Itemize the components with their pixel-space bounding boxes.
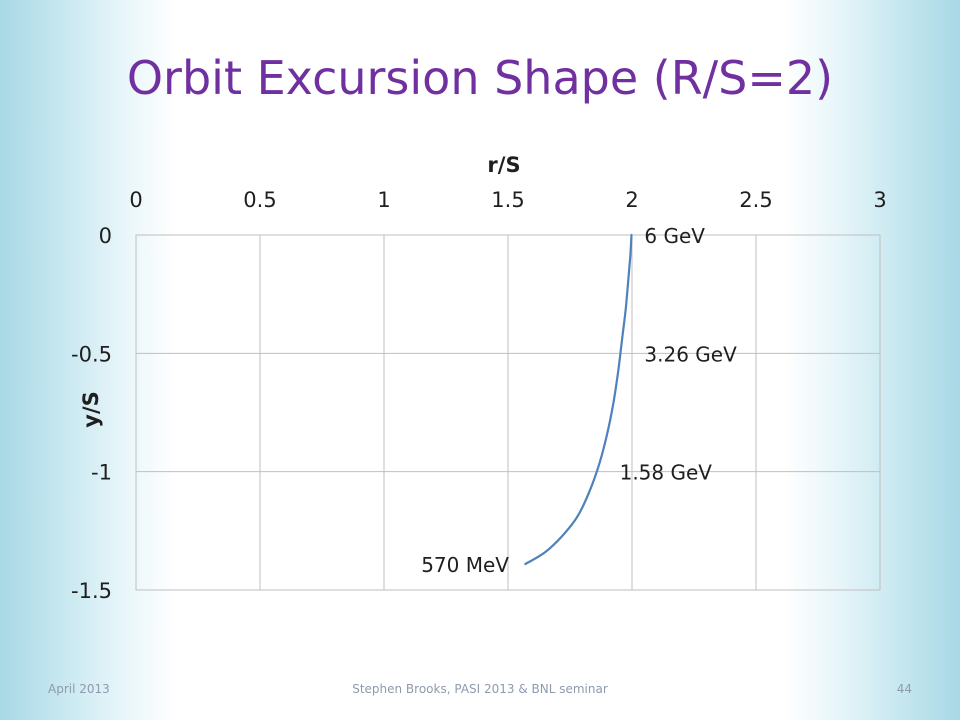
energy-annotation: 1.58 GeV	[620, 461, 713, 485]
y-tick-label: -1	[91, 461, 112, 485]
annotation-group: 6 GeV 3.26 GeV 1.58 GeV 570 MeV	[421, 224, 737, 577]
y-tick-label: -0.5	[71, 342, 112, 366]
x-tick-label: 0	[129, 188, 142, 212]
x-tick-label: 2.5	[739, 188, 772, 212]
energy-annotation: 570 MeV	[421, 553, 509, 577]
x-tick-label: 1	[377, 188, 390, 212]
energy-annotation: 3.26 GeV	[644, 342, 737, 366]
x-tick-label: 0.5	[243, 188, 276, 212]
series-line-1	[524, 233, 633, 566]
y-axis-title: y/S	[79, 391, 103, 427]
energy-annotation: 6 GeV	[644, 224, 705, 248]
footer-date: April 2013	[48, 682, 110, 696]
footer-page-number: 44	[896, 682, 912, 696]
gridlines	[135, 234, 881, 591]
footer-presenter: Stephen Brooks, PASI 2013 & BNL seminar	[352, 682, 608, 696]
x-tick-label: 1.5	[491, 188, 524, 212]
x-tick-labels: 0 0.5 1 1.5 2 2.5 3	[129, 188, 886, 212]
x-tick-label: 2	[625, 188, 638, 212]
series-group	[524, 233, 633, 566]
x-tick-label: 3	[873, 188, 886, 212]
y-tick-label: -1.5	[71, 579, 112, 603]
y-tick-label: 0	[99, 224, 112, 248]
slide-title: Orbit Excursion Shape (R/S=2)	[126, 51, 834, 105]
y-tick-labels: 0 -0.5 -1 -1.5	[71, 224, 112, 603]
x-axis-title: r/S	[487, 153, 520, 177]
